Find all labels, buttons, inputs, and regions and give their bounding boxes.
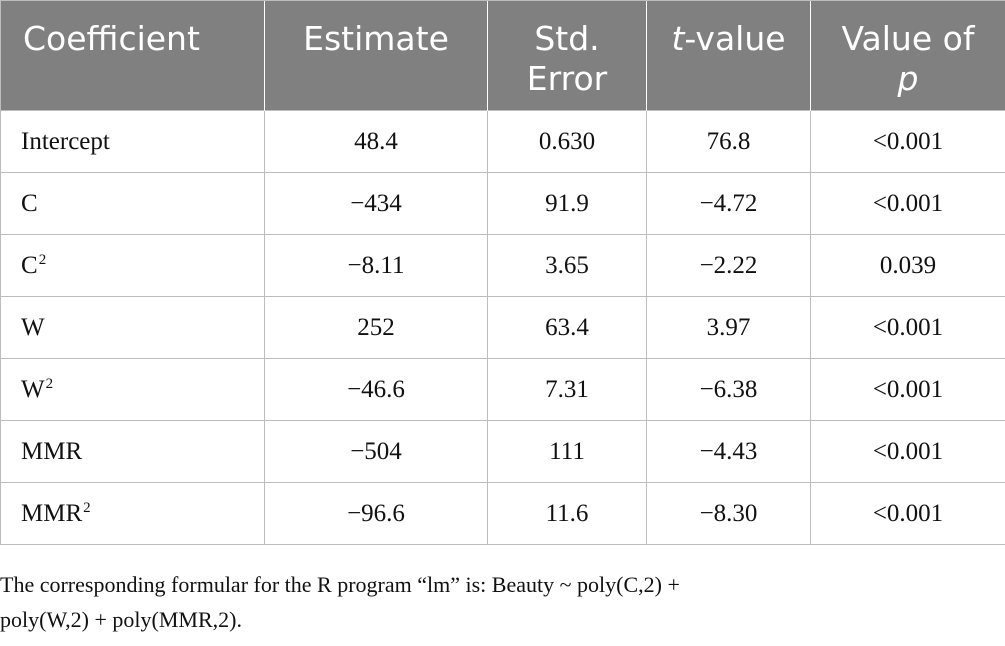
cell-estimate: −434 [264, 172, 488, 235]
cell-t-value: 76.8 [646, 110, 811, 173]
cell-t-value: −8.30 [646, 482, 811, 545]
header-t-value-italic: t [671, 19, 685, 58]
cell-std-error: 3.65 [487, 234, 647, 297]
cell-std-error: 0.630 [487, 110, 647, 173]
coefficient-name: C [21, 251, 38, 279]
cell-estimate: 252 [264, 296, 488, 359]
header-std-error: Std. Error [487, 0, 647, 111]
coefficient-exponent: 2 [83, 499, 91, 516]
coefficient-table: Coefficient Estimate Std. Error t-value … [0, 0, 1005, 545]
cell-p-value: 0.039 [810, 234, 1005, 297]
table-row: W2 −46.6 7.31 −6.38 <0.001 [0, 358, 1005, 421]
header-estimate-label: Estimate [303, 19, 449, 58]
coefficient-exponent: 2 [45, 375, 54, 392]
header-std-error-line2: Error [526, 59, 608, 98]
cell-p-value: <0.001 [810, 420, 1005, 483]
cell-std-error: 63.4 [487, 296, 647, 359]
header-p-value-line1: Value of [841, 19, 975, 58]
header-coefficient: Coefficient [0, 0, 265, 111]
cell-coefficient: MMR [0, 420, 265, 483]
cell-p-value: <0.001 [810, 358, 1005, 421]
table-footnote: The corresponding formular for the R pro… [0, 572, 680, 632]
coefficient-name: W [21, 375, 45, 403]
cell-estimate: −96.6 [264, 482, 488, 545]
table-row: MMR2 −96.6 11.6 −8.30 <0.001 [0, 482, 1005, 545]
cell-p-value: <0.001 [810, 296, 1005, 359]
table-body: Intercept 48.4 0.630 76.8 <0.001 C −434 … [0, 110, 1005, 545]
table-row: C2 −8.11 3.65 −2.22 0.039 [0, 234, 1005, 297]
cell-coefficient: C2 [0, 234, 265, 297]
cell-coefficient: Intercept [0, 110, 265, 173]
header-coefficient-label: Coefficient [23, 19, 200, 58]
cell-coefficient: W2 [0, 358, 265, 421]
table-row: MMR −504 111 −4.43 <0.001 [0, 420, 1005, 483]
coefficient-name: W [21, 313, 45, 341]
cell-t-value: −4.43 [646, 420, 811, 483]
header-p-value: Value of p [810, 0, 1005, 111]
cell-p-value: <0.001 [810, 482, 1005, 545]
cell-estimate: 48.4 [264, 110, 488, 173]
cell-estimate: −46.6 [264, 358, 488, 421]
table-row: C −434 91.9 −4.72 <0.001 [0, 172, 1005, 235]
table-header: Coefficient Estimate Std. Error t-value … [0, 0, 1005, 111]
coefficient-name: MMR [21, 499, 83, 527]
header-row: Coefficient Estimate Std. Error t-value … [0, 0, 1005, 111]
cell-t-value: 3.97 [646, 296, 811, 359]
coefficient-exponent: 2 [38, 251, 47, 268]
cell-std-error: 111 [487, 420, 647, 483]
cell-std-error: 11.6 [487, 482, 647, 545]
header-p-value-line2: p [897, 59, 919, 98]
cell-t-value: −4.72 [646, 172, 811, 235]
cell-coefficient: W [0, 296, 265, 359]
header-estimate: Estimate [264, 0, 488, 111]
cell-t-value: −6.38 [646, 358, 811, 421]
cell-std-error: 7.31 [487, 358, 647, 421]
coefficient-name: C [21, 189, 38, 217]
cell-coefficient: MMR2 [0, 482, 265, 545]
table-row: W 252 63.4 3.97 <0.001 [0, 296, 1005, 359]
cell-estimate: −8.11 [264, 234, 488, 297]
coefficient-name: Intercept [21, 127, 110, 155]
cell-estimate: −504 [264, 420, 488, 483]
cell-coefficient: C [0, 172, 265, 235]
cell-std-error: 91.9 [487, 172, 647, 235]
cell-p-value: <0.001 [810, 172, 1005, 235]
coefficient-name: MMR [21, 437, 83, 465]
cell-p-value: <0.001 [810, 110, 1005, 173]
header-std-error-line1: Std. [534, 19, 600, 58]
table-row: Intercept 48.4 0.630 76.8 <0.001 [0, 110, 1005, 173]
header-t-value-rest: -value [684, 19, 786, 58]
header-t-value: t-value [646, 0, 811, 111]
cell-t-value: −2.22 [646, 234, 811, 297]
